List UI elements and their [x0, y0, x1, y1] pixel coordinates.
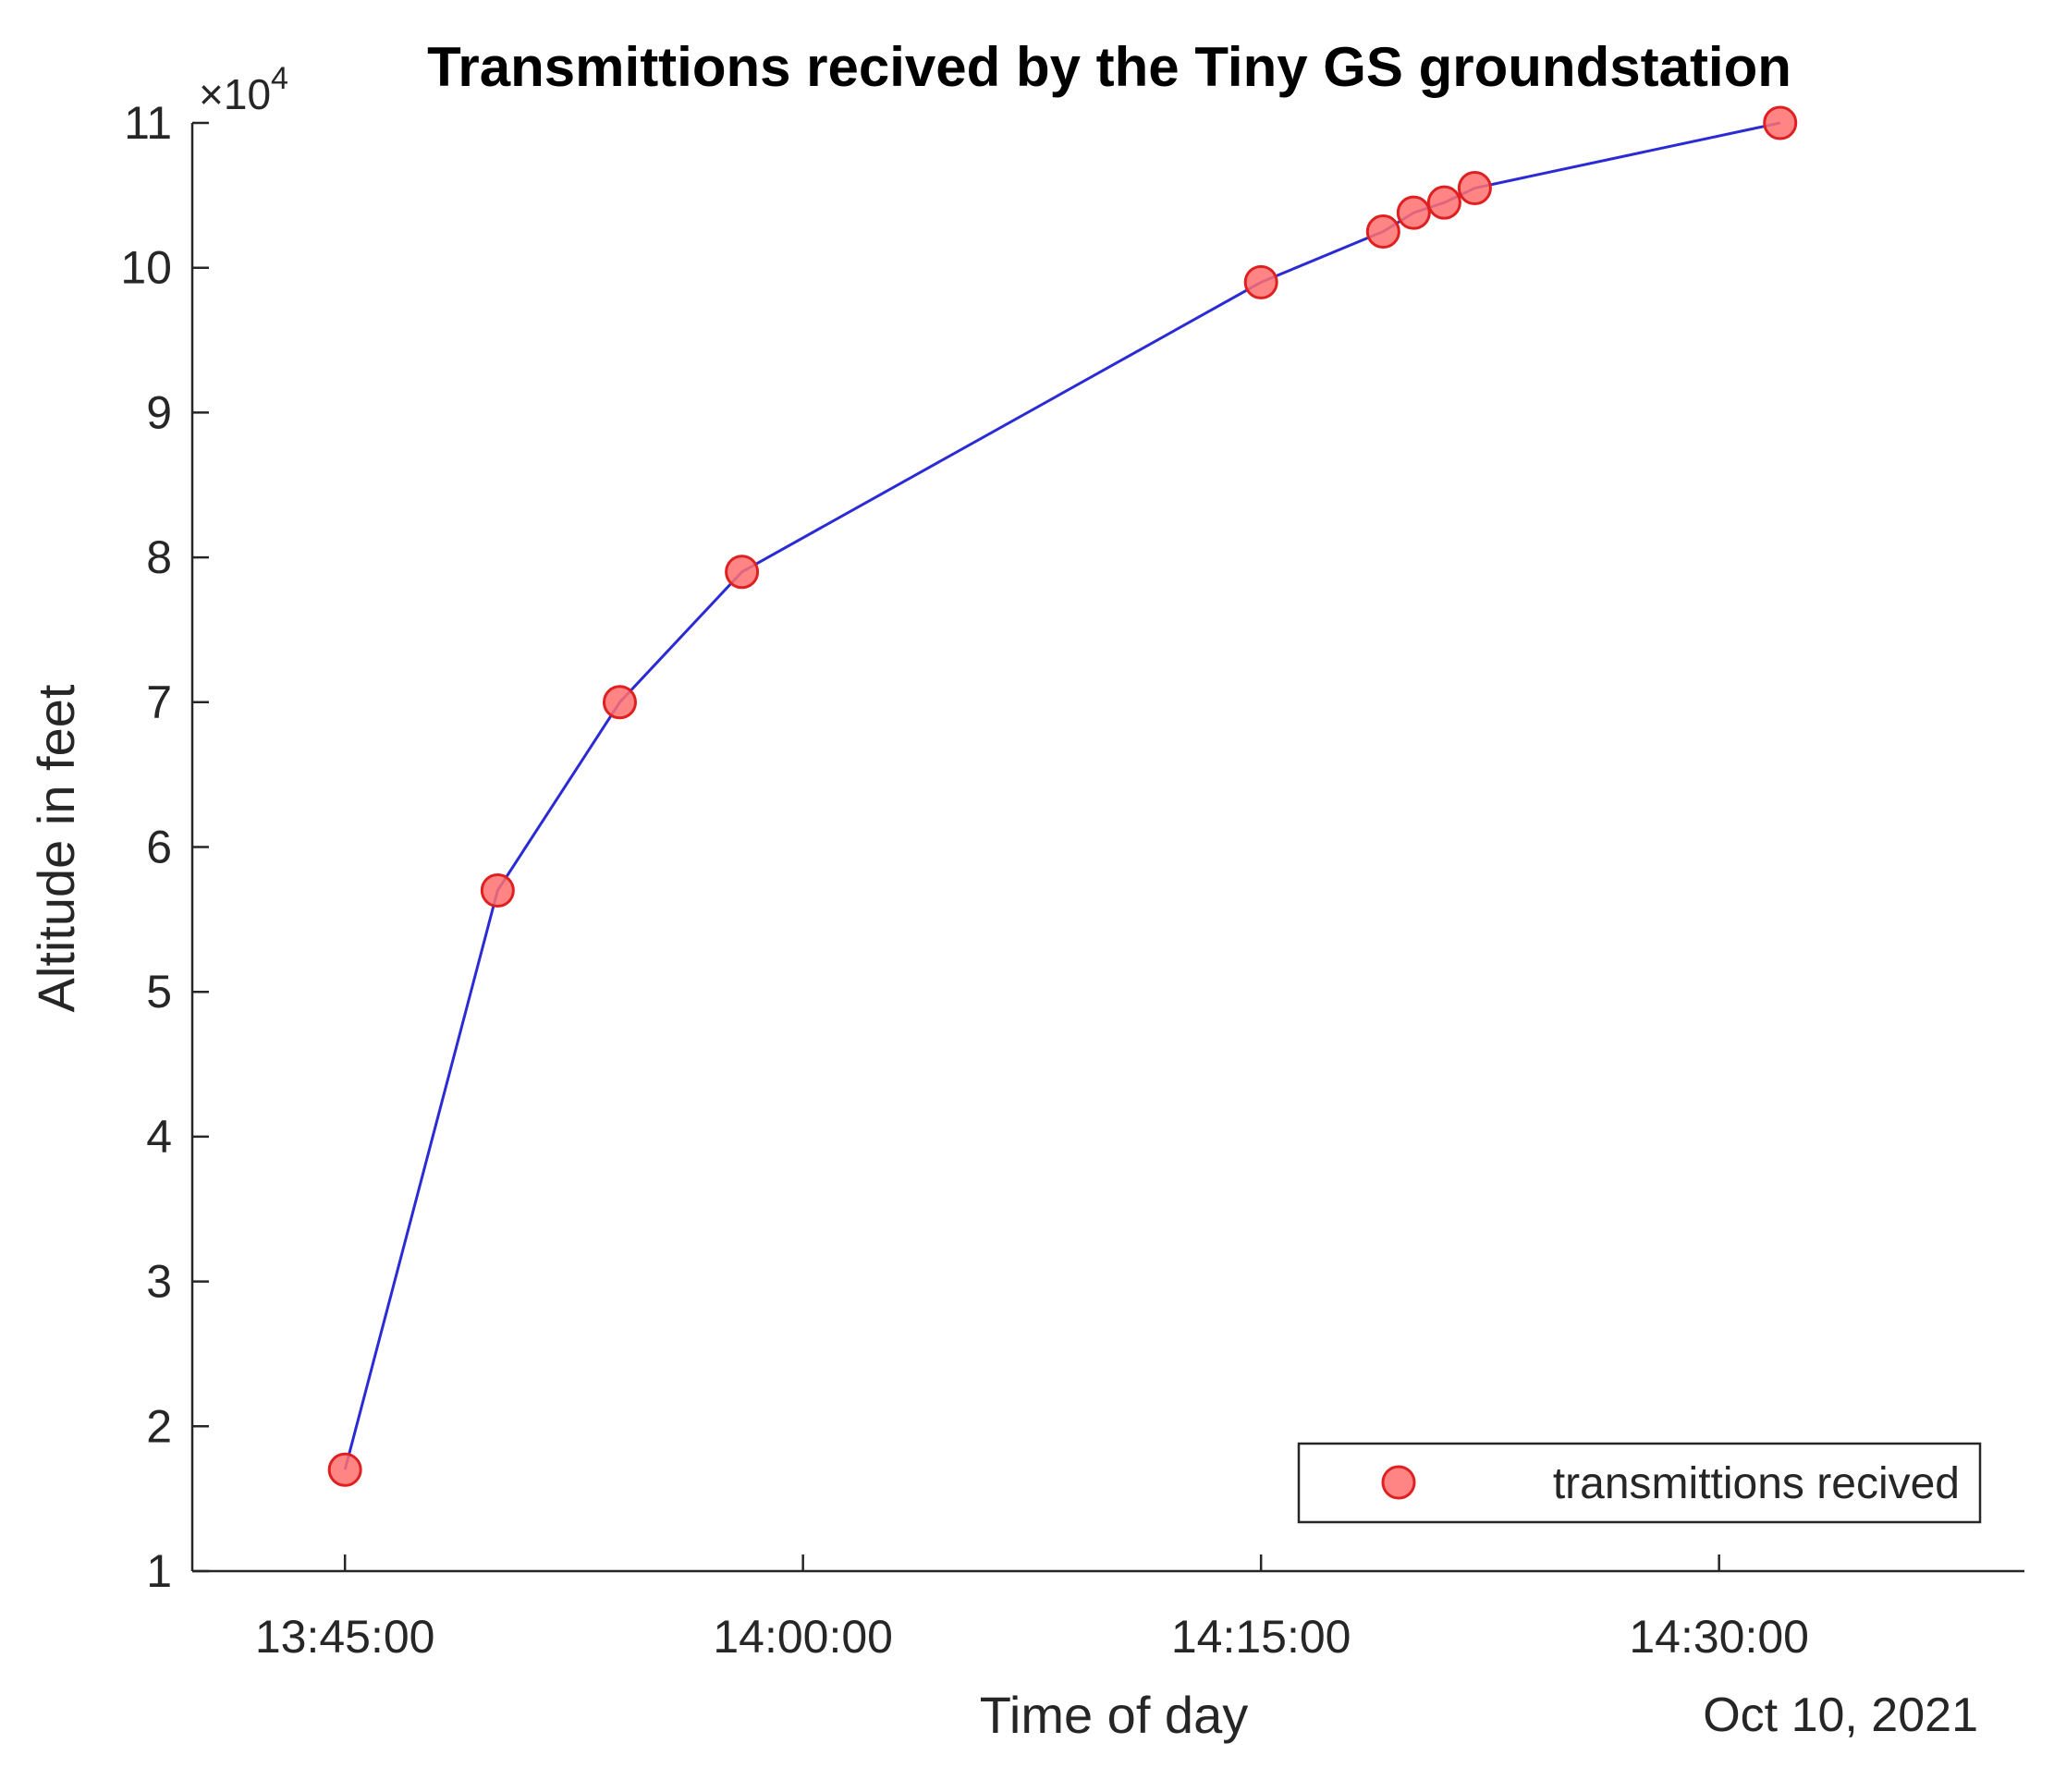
y-axis-label: Altitude in feet	[27, 684, 85, 1012]
data-point	[1243, 264, 1278, 299]
series-layer	[327, 105, 1798, 1487]
y-exponent-base: ×10	[199, 70, 271, 118]
data-point	[1457, 171, 1492, 206]
plot-area	[190, 123, 2024, 1573]
y-tick-label: 1	[146, 1545, 172, 1597]
x-tick-label: 14:15:00	[1171, 1611, 1351, 1663]
data-point	[1426, 185, 1461, 220]
y-tick-label: 6	[146, 822, 172, 873]
y-tick-label: 8	[146, 531, 172, 583]
y-exponent-label: ×104	[199, 61, 288, 118]
y-axis-ticks: 1 2 3 4 5 6 7 8 9 10 11	[120, 97, 209, 1597]
data-point	[1396, 195, 1431, 230]
x-tick-label: 14:00:00	[713, 1611, 893, 1663]
y-tick-label: 2	[146, 1400, 172, 1452]
legend: transmittions recived	[1297, 1442, 1982, 1524]
data-point	[327, 1452, 362, 1487]
data-point	[1365, 214, 1400, 250]
x-axis-label: Time of day	[980, 1686, 1248, 1744]
legend-marker	[1381, 1465, 1416, 1500]
data-point	[725, 555, 760, 590]
y-tick-label: 9	[146, 386, 172, 438]
data-point	[480, 873, 515, 908]
y-tick-label: 3	[146, 1256, 172, 1308]
x-tick-label: 13:45:00	[255, 1611, 435, 1663]
y-tick-label: 5	[146, 966, 172, 1018]
x-axis-ticks: 13:45:00 14:00:00 14:15:00 14:30:00	[255, 1554, 1809, 1663]
y-tick-label: 10	[120, 242, 172, 294]
data-point	[1763, 105, 1798, 140]
chart-title: Transmittions recived by the Tiny GS gro…	[427, 36, 1791, 98]
legend-entry-label: transmittions recived	[1553, 1459, 1960, 1508]
y-tick-label: 4	[146, 1111, 172, 1163]
y-exponent-power: 4	[271, 61, 288, 96]
date-label: Oct 10, 2021	[1703, 1688, 1978, 1742]
series-line	[343, 121, 1781, 1470]
y-tick-label: 7	[146, 677, 172, 728]
x-tick-label: 14:30:00	[1629, 1611, 1809, 1663]
data-point	[602, 685, 637, 720]
y-tick-label: 11	[124, 97, 172, 149]
